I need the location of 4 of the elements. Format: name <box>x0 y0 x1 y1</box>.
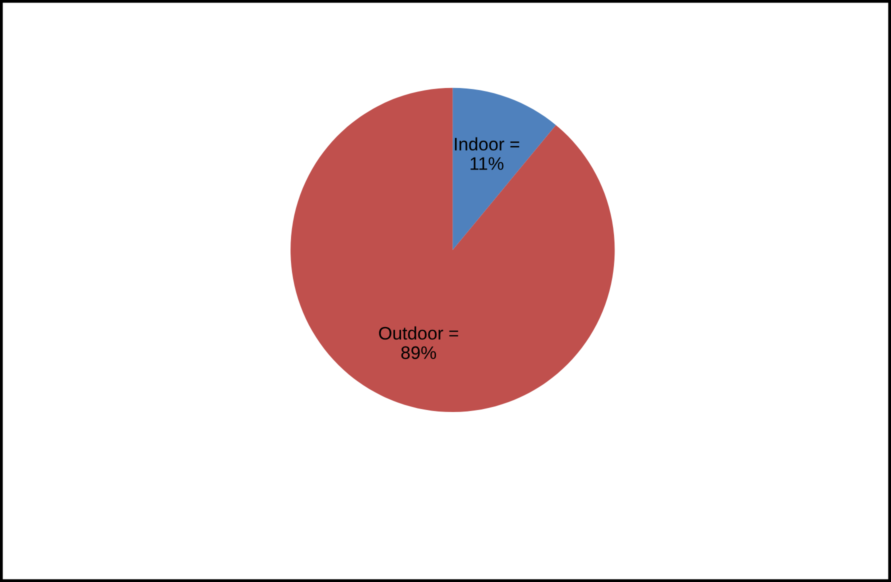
slice-label: Indoor = 11% <box>454 137 520 170</box>
pie-slice <box>452 88 556 250</box>
slice-label: Outdoor = 89% <box>379 326 458 360</box>
pie-slice <box>290 88 615 412</box>
